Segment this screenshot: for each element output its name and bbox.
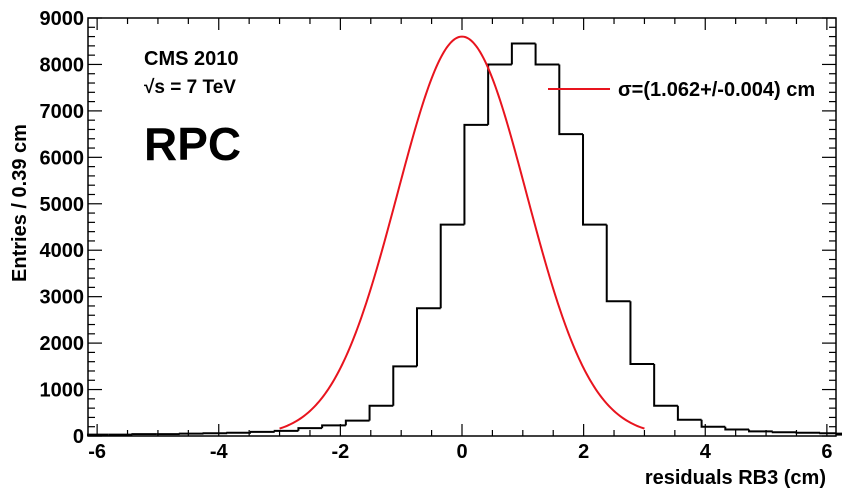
histogram-bin [463,123,489,225]
histogram-bin [629,301,655,366]
histogram-bin [392,365,417,406]
x-tick-label: -6 [88,441,106,463]
y-tick-label: 5000 [40,194,85,216]
histogram-bin [534,43,560,66]
experiment-label: CMS 2010 [144,48,239,70]
y-tick-label: 2000 [40,333,85,355]
x-tick-label: -4 [210,441,229,463]
tick-layer [88,17,836,437]
y-tick-label: 8000 [40,54,85,76]
y-tick-label: 6000 [40,147,85,169]
histogram-bin [510,42,536,65]
x-axis-title: residuals RB3 (cm) [645,467,826,488]
energy-label: √s = 7 TeV [144,77,236,98]
histogram-bin [700,419,726,428]
y-tick-label: 1000 [40,380,85,402]
tick-label-layer: -6 -4 -2 0 2 4 6 0 1000 2000 3000 4000 5000 6000 7000 8… [40,8,833,463]
y-axis-title: Entries / 0.39 cm [9,124,31,282]
y-tick-label: 3000 [40,287,85,309]
histogram-bin [582,134,607,226]
histogram-bin [297,427,323,431]
histogram-bin [249,430,275,433]
histogram-bin [558,64,584,136]
y-tick-label: 4000 [40,240,85,262]
histogram-bin [368,404,394,421]
x-tick-label: 4 [700,441,712,463]
y-tick-label: 7000 [40,101,85,123]
y-tick-label: 0 [73,426,84,448]
legend-fit-label: σ=(1.062+/-0.004) cm [618,79,815,101]
x-tick-label: 2 [578,441,589,463]
fit-layer [279,35,645,430]
x-tick-label: 0 [456,441,467,463]
y-tick-label: 9000 [40,8,85,30]
histogram-bin [605,224,631,303]
detector-label: RPC [144,118,241,170]
histogram-bin [771,431,797,434]
histogram-bin [415,307,441,367]
histogram-bin [724,426,750,431]
histogram-bin [344,419,370,426]
x-tick-label: -2 [331,441,349,463]
fit-curve [279,35,645,430]
histogram-bin [487,63,512,125]
histogram-layer [87,42,842,436]
histogram-bin [321,424,346,429]
x-tick-label: 6 [821,441,832,463]
histogram-bin [273,429,299,432]
histogram-bin [748,429,773,433]
histogram-bin [676,405,702,421]
histogram-bin [439,223,465,309]
histogram-bin [653,364,678,407]
